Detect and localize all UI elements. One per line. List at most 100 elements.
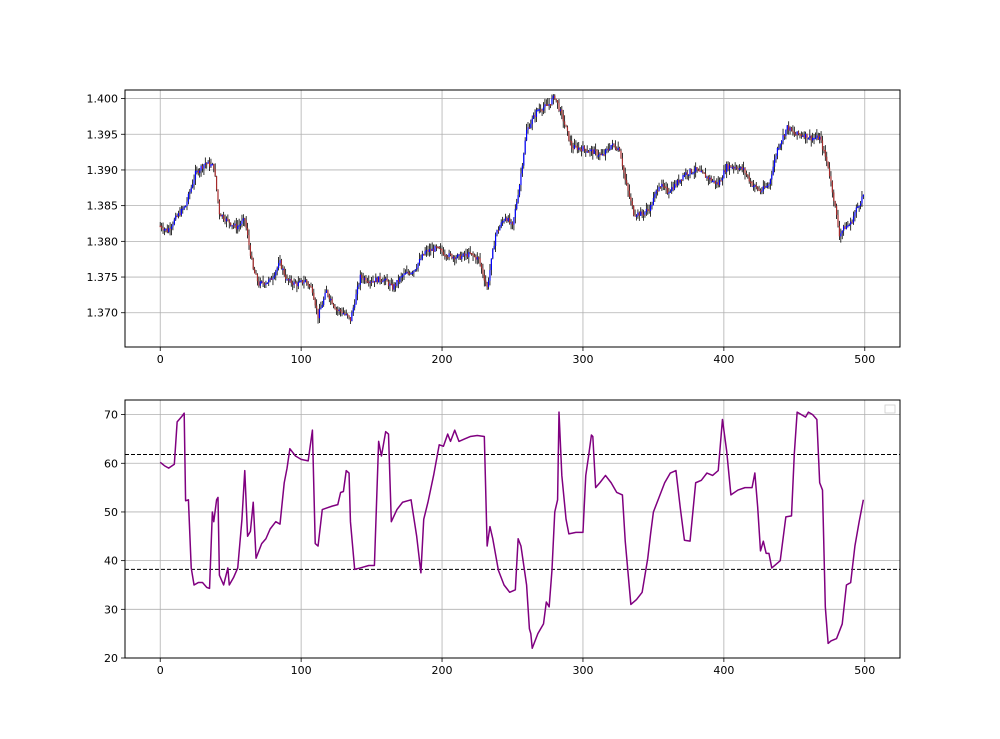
candle-down <box>475 256 477 260</box>
candle-up <box>382 280 384 283</box>
oscillator-x-tick-label: 300 <box>572 664 593 677</box>
candle-down <box>332 303 335 307</box>
candle-down <box>800 134 802 136</box>
candle-down <box>569 140 571 142</box>
candle-down <box>335 308 337 311</box>
candle-up <box>324 292 326 299</box>
oscillator-y-tick-label: 40 <box>104 555 118 568</box>
candle-up <box>845 225 848 230</box>
candle-down <box>423 254 425 256</box>
candle-down <box>741 167 743 170</box>
price-candles <box>159 94 864 325</box>
candle-up <box>776 147 779 156</box>
candle-down <box>633 205 635 216</box>
candle-down <box>618 147 621 151</box>
candle-down <box>432 248 435 252</box>
candle-down <box>561 109 563 114</box>
candle-up <box>520 173 522 186</box>
candle-up <box>651 204 653 207</box>
candle-down <box>647 209 649 211</box>
candle-up <box>172 224 174 227</box>
candle-up <box>289 278 291 281</box>
candle-down <box>737 168 739 171</box>
candle-up <box>858 205 860 208</box>
candle-down <box>252 258 254 269</box>
candle-up <box>282 268 284 271</box>
candle-up <box>500 222 502 227</box>
candle-down <box>373 280 376 283</box>
candle-down <box>459 254 461 260</box>
candle-down <box>380 280 383 283</box>
candle-up <box>841 230 843 234</box>
candle-down <box>534 115 536 117</box>
candle-down <box>666 187 669 194</box>
candle-up <box>400 276 402 278</box>
candle-up <box>476 257 478 260</box>
candle-down <box>626 180 628 185</box>
candle-up <box>552 95 554 99</box>
candle-up <box>606 148 608 151</box>
candle-down <box>556 100 559 104</box>
candle-down <box>851 221 853 224</box>
candle-down <box>292 283 294 285</box>
candle-down <box>747 174 749 177</box>
candle-up <box>533 115 535 119</box>
candle-up <box>389 283 391 286</box>
candle-up <box>499 226 501 231</box>
candle-up <box>644 211 646 215</box>
candle-up <box>813 137 815 140</box>
candle-down <box>218 201 221 215</box>
candle-up <box>723 170 725 178</box>
candle-up <box>786 125 788 130</box>
candle-down <box>806 133 808 139</box>
price-x-tick-label: 100 <box>291 353 312 366</box>
candle-down <box>506 217 508 222</box>
candle-up <box>187 193 190 202</box>
price-candlestick-panel: 0 100 200 300 400 500 1.370 1.375 1.380 1.385 1.39… <box>87 89 901 366</box>
candle-down <box>745 173 748 175</box>
candle-up <box>277 263 280 268</box>
candle-up <box>855 207 857 213</box>
candle-up <box>645 209 647 212</box>
candle-down <box>386 278 388 282</box>
candle-up <box>809 135 811 139</box>
candle-up <box>401 275 404 277</box>
candle-up <box>413 270 415 273</box>
candle-down <box>623 166 625 173</box>
candle-up <box>183 206 185 209</box>
candle-down <box>290 278 292 284</box>
candle-up <box>700 170 702 173</box>
candle-up <box>418 259 421 264</box>
candle-up <box>378 276 380 283</box>
candle-up <box>225 218 228 222</box>
candle-down <box>803 135 805 138</box>
candle-up <box>502 221 504 223</box>
oscillator-x-tick-label: 100 <box>291 664 312 677</box>
candle-down <box>730 165 732 168</box>
candle-up <box>513 217 515 225</box>
candle-up <box>193 179 195 185</box>
candle-down <box>657 190 659 192</box>
candle-down <box>831 181 833 193</box>
candle-up <box>652 197 655 205</box>
candle-up <box>465 253 467 256</box>
candle-up <box>604 149 607 155</box>
candle-down <box>469 252 471 254</box>
candle-up <box>259 281 261 286</box>
candle-up <box>363 277 366 280</box>
candle-up <box>597 155 600 157</box>
candle-down <box>311 287 314 293</box>
candle-down <box>696 167 698 170</box>
candle-down <box>397 279 399 282</box>
candle-up <box>242 218 244 221</box>
candle-down <box>607 148 609 151</box>
candle-down <box>285 274 287 279</box>
candle-up <box>655 190 657 194</box>
candle-down <box>162 228 164 231</box>
candle-up <box>492 249 494 259</box>
candle-down <box>246 227 249 236</box>
candle-up <box>711 180 714 183</box>
candle-up <box>728 165 731 170</box>
candle-up <box>530 124 532 129</box>
candle-up <box>559 109 562 111</box>
